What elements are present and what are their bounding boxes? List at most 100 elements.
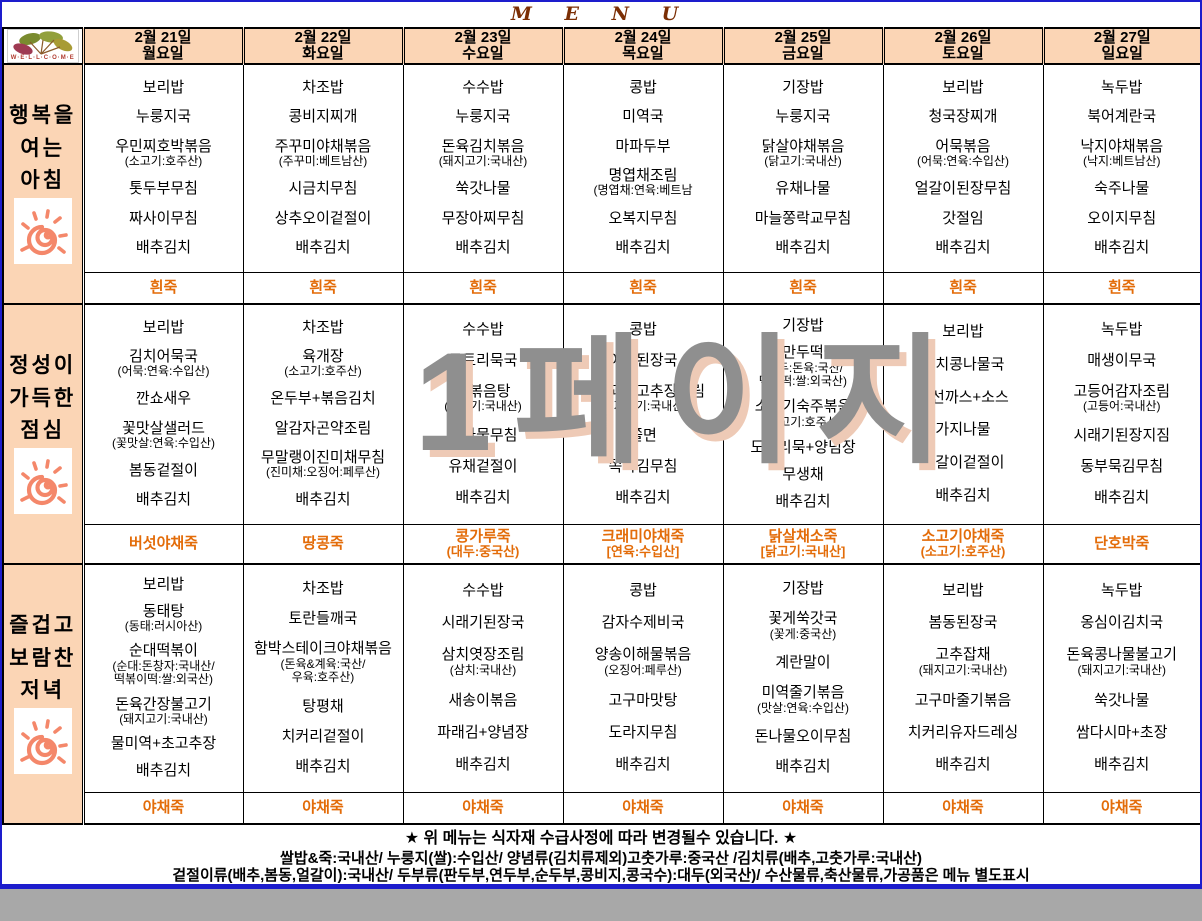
day-header-2: 2월 22일 화요일: [241, 27, 404, 65]
menu-item: 봄동겉절이: [128, 462, 198, 480]
menu-item: 양송이해물볶음 (오징어:페루산): [594, 646, 692, 677]
menu-item: 소고기숙주볶음 (소고기:호주산): [754, 398, 852, 429]
menu-item: 기장밥: [782, 316, 824, 334]
menu-item: 꽃맛살샐러드 (꽃맛살:연육:수입산): [112, 419, 215, 450]
menu-item: 탕평채: [302, 697, 344, 715]
porridge-cell-lunch-day7: 단호박죽: [1042, 523, 1200, 565]
menu-item: 콩밥: [629, 581, 657, 599]
sun-icon: [13, 197, 72, 264]
menu-cell-breakfast-day4: 콩밥 미역국 마파두부 명엽채조림 (명엽채:연육:베트남 오복지무침 배추김치: [562, 63, 724, 273]
outside-page-area: [0, 889, 1202, 921]
menu-item: 차조밥: [302, 579, 344, 597]
menu-cell-lunch-day1: 보리밥 김치어묵국 (어묵:연육:수입산) 깐쇼새우 꽃맛살샐러드 (꽃맛살:연육:수입산…: [82, 303, 244, 525]
menu-item: 온두부+볶음김치: [270, 390, 376, 408]
menu-item: 명엽채조림 (명엽채:연육:베트남: [593, 166, 693, 198]
menu-item: 기장밥: [782, 579, 824, 597]
menu-item: 배추김치: [775, 757, 831, 775]
menu-item: 누룽지국: [135, 108, 192, 126]
day-header-6: 2월 26일 토요일: [881, 27, 1044, 65]
menu-item: 무말랭이진미채무침 (진미채:오징어:페루산): [260, 448, 386, 480]
menu-item: 수수밥: [462, 320, 504, 338]
menu-item: 유채겉절이: [448, 458, 518, 476]
section-label-dinner: 즐겁고 보람찬 저녁: [2, 563, 85, 825]
menu-item: 가지나물: [935, 421, 991, 439]
menu-item: 무장아찌무침: [441, 209, 525, 227]
menu-item: 쑥갓나물: [455, 180, 511, 198]
menu-item: 고등어감자조림 (고등어:국내산): [1073, 382, 1171, 414]
sun-spiral-icon: [19, 209, 68, 255]
menu-item: 꽃게쑥갓국 (꽃게:중국산): [768, 610, 838, 641]
day-header-3: 2월 23일 수요일: [401, 27, 564, 65]
menu-item: 배추김치: [455, 489, 511, 507]
menu-item: 톳두부무침: [128, 180, 198, 198]
menu-item: 깐쇼새우: [135, 390, 192, 408]
menu-item: 얼갈이된장무침: [914, 180, 1012, 198]
porridge-cell-dinner-day1: 야채죽: [82, 791, 244, 825]
logo: W·E·L·L·C·O·M·E: [6, 29, 79, 63]
menu-item: 배추김치: [295, 757, 351, 775]
menu-item: 새송이볶음: [448, 691, 518, 709]
sun-icon: [13, 447, 72, 514]
menu-item: 돈육간장불고기 (돼지고기:국내산): [115, 695, 212, 727]
menu-cell-lunch-day2: 차조밥 육개장 (소고기:호주산) 온두부+볶음김치 알감자곤약조림 무말랭이진미채무침(…: [242, 303, 404, 525]
menu-item: 배추김치: [135, 238, 192, 256]
menu-item: 돈육꽈리고추장조림 (돼지고기:국내산): [580, 382, 706, 414]
menu-item: 닭살야채볶음 (닭고기:국내산): [761, 137, 845, 169]
section-label-breakfast: 행복을 여는 아침: [2, 63, 85, 305]
menu-item: 돈나물오이무침: [754, 727, 852, 745]
menu-item: 배추김치: [935, 756, 991, 774]
menu-item: 배추김치: [775, 493, 831, 510]
porridge-cell-breakfast-day1: 흰죽: [82, 271, 244, 305]
menu-item: 동태탕 (동태:러시아산): [124, 602, 203, 634]
menu-item: 배추김치: [935, 238, 991, 256]
menu-cell-lunch-day3: 수수밥 도토리묵국 닭볶음탕 (닭고기:국내산) 콩나물무침 유채겉절이 배추김치: [402, 303, 564, 525]
menu-item: 물미역+초고추장: [110, 735, 217, 753]
menu-item: 도토리묵+양념장: [750, 438, 856, 456]
menu-item: 배추김치: [455, 756, 511, 774]
menu-cell-lunch-day5: 기장밥 손만두떡국 (만두:돈육:국산/ 떡국떡:쌀:외국산) 소고기숙주볶음 (소고기…: [722, 303, 884, 525]
menu-item: 배추김치: [1094, 489, 1150, 507]
porridge-cell-lunch-day1: 버섯야채죽: [82, 523, 244, 565]
menu-item: 낙지야채볶음 (낙지:베트남산): [1080, 137, 1164, 169]
menu-item: 배추김치: [1094, 238, 1150, 256]
menu-cell-breakfast-day2: 차조밥 콩비지찌개 주꾸미야채볶음 (주꾸미:베트남산) 시금치무침 상추오이겉절이 배추김…: [242, 63, 404, 273]
menu-cell-dinner-day3: 수수밥 시래기된장국 삼치엿장조림 (삼치:국내산) 새송이볶음 파래김+양념장 배추김치: [402, 563, 564, 793]
menu-item: 보리밥: [142, 576, 185, 594]
porridge-cell-breakfast-day4: 흰죽: [562, 271, 724, 305]
menu-item: 수수밥: [462, 79, 504, 97]
menu-item: 보리밥: [142, 318, 185, 336]
menu-item: 얼갈이겉절이: [921, 454, 1005, 472]
menu-item: 배추김치: [615, 756, 671, 774]
menu-item: 고구마맛탕: [608, 691, 678, 709]
menu-item: 생선까스+소스: [917, 388, 1009, 406]
menu-item: 차조밥: [302, 79, 344, 97]
menu-item: 녹두밥: [1101, 581, 1143, 599]
logo-leaves-icon: [13, 31, 73, 55]
menu-item: 수수밥: [462, 581, 504, 599]
menu-item: 쌈다시마+초장: [1075, 723, 1168, 741]
menu-item: 고구마줄기볶음: [914, 691, 1012, 709]
menu-item: 시래기된장국: [441, 614, 525, 632]
menu-item: 미역국: [622, 108, 664, 126]
menu-item: 청국장찌개: [928, 108, 998, 126]
menu-cell-dinner-day2: 차조밥 토란들깨국 함박스테이크야채볶음 (돈육&계육:국산/ 우육:호주산) 탕평채 치…: [242, 563, 404, 793]
menu-cell-dinner-day4: 콩밥 감자수제비국 양송이해물볶음 (오징어:페루산) 고구마맛탕 도라지무침 배추김치: [562, 563, 724, 793]
menu-item: 미역줄기볶음 (맛살:연육:수입산): [757, 684, 849, 715]
menu-cell-breakfast-day6: 보리밥 청국장찌개 어묵볶음 (어묵:연육:수입산) 얼갈이된장무침 갓절임 배추김치: [882, 63, 1044, 273]
menu-item: 무생채: [782, 465, 824, 483]
menu-item: 기장밥: [782, 79, 824, 97]
menu-item: 누룽지국: [775, 108, 831, 126]
porridge-cell-dinner-day5: 야채죽: [722, 791, 884, 825]
menu-item: 짜사이무침: [128, 209, 198, 227]
menu-item: 옹심이김치국: [1080, 614, 1164, 632]
porridge-cell-dinner-day2: 야채죽: [242, 791, 404, 825]
menu-item: 함박스테이크야채볶음 (돈육&계육:국산/ 우육:호주산): [253, 640, 392, 685]
menu-cell-dinner-day7: 녹두밥 옹심이김치국 돈육콩나물불고기 (돼지고기:국내산) 쑥갓나물 쌈다시마+초장 배추…: [1042, 563, 1200, 793]
menu-item: 누룽지국: [455, 108, 511, 126]
menu-cell-breakfast-day3: 수수밥 누룽지국 돈육김치볶음 (돼지고기:국내산) 쑥갓나물 무장아찌무침 배추김치: [402, 63, 564, 273]
menu-item: 파래김+양념장: [437, 723, 529, 741]
menu-item: 도라지무침: [608, 723, 678, 741]
menu-item: 닭볶음탕 (닭고기:국내산): [444, 382, 522, 414]
logo-cell: W·E·L·L·C·O·M·E: [2, 27, 85, 65]
menu-item: 녹두밥: [1101, 79, 1143, 97]
